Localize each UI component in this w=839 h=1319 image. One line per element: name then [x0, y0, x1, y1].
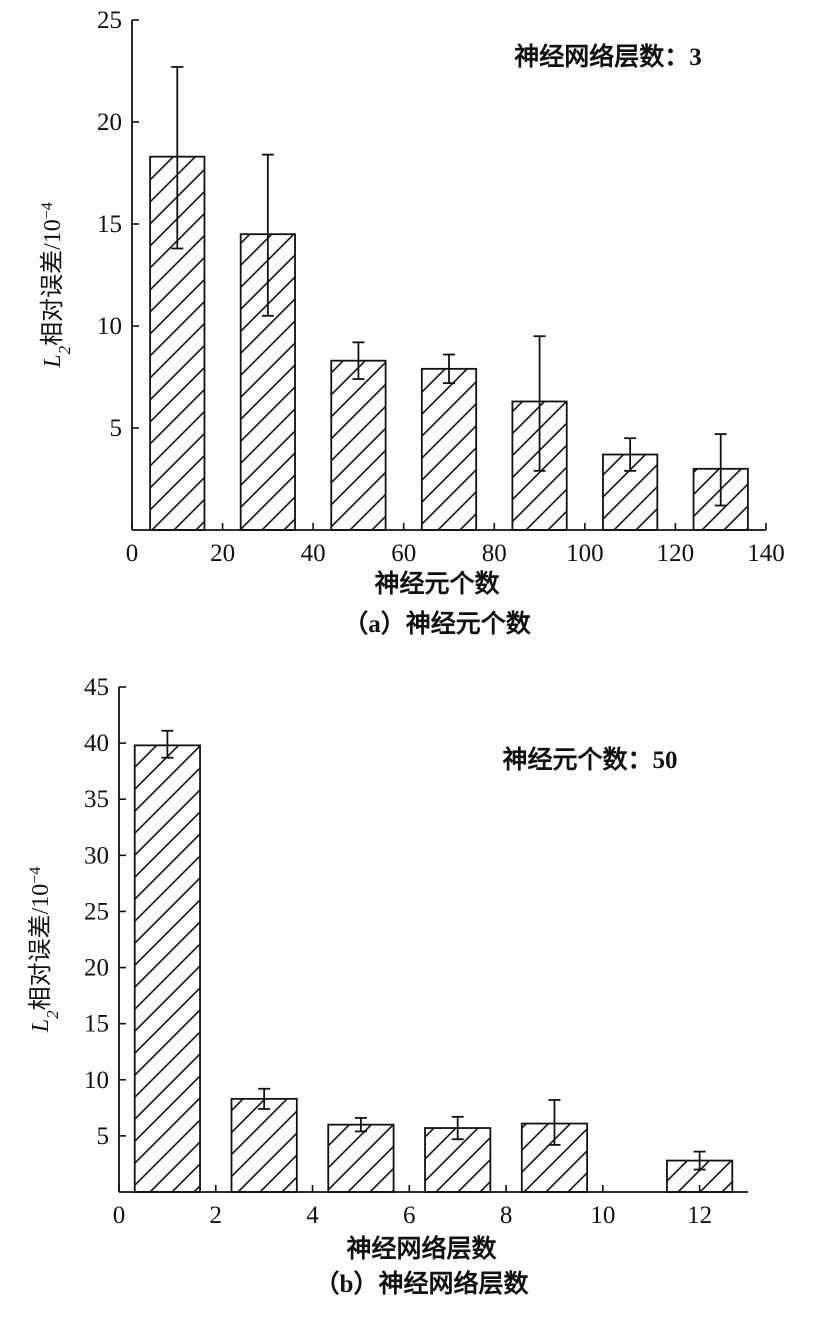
y-tick-label: 15 [84, 1011, 109, 1038]
y-tick-label: 10 [97, 313, 122, 340]
chart-annotation: 神经网络层数：3 [514, 42, 702, 71]
x-axis-label: 神经元个数 [374, 569, 500, 598]
y-tick-label: 45 [84, 674, 109, 701]
y-tick-label: 40 [84, 730, 109, 757]
x-tick-label: 4 [306, 1202, 319, 1229]
y-tick-label: 20 [97, 109, 122, 136]
y-tick-label: 30 [84, 842, 109, 869]
bar [230, 1097, 298, 1193]
x-axis-label: 神经网络层数 [346, 1234, 497, 1263]
chart-b: 5 10 15 20 25 30 35 40 45 0 2 4 6 8 10 12 神经元个数：50 神经网络层数… [27, 674, 748, 1298]
x-tick-label: 60 [391, 540, 416, 567]
figure-caption: （b）神经网络层数 [315, 1269, 530, 1298]
y-tick-label: 25 [84, 898, 109, 925]
chart-a: 5 10 15 20 25 0 20 40 60 80 100 120 140 神经网络层数：3 神经元个数… [39, 7, 785, 638]
y-tick-label: 35 [84, 786, 109, 813]
x-tick-label: 0 [126, 540, 139, 567]
y-tick-label: 25 [97, 7, 122, 34]
y-tick-label: 15 [97, 211, 122, 238]
x-tick-label: 0 [113, 1202, 126, 1229]
x-tick-label: 20 [210, 540, 235, 567]
x-tick-label: 10 [590, 1202, 615, 1229]
y-tick-label: 20 [84, 955, 109, 982]
x-tick-label: 8 [500, 1202, 513, 1229]
x-tick-label: 120 [657, 540, 695, 567]
bar [420, 367, 478, 531]
chart-annotation: 神经元个数：50 [502, 745, 677, 774]
x-tick-label: 40 [301, 540, 326, 567]
y-tick-label: 5 [110, 415, 123, 442]
x-tick-label: 12 [687, 1202, 712, 1229]
bar [133, 744, 201, 1193]
x-tick-label: 140 [747, 540, 785, 567]
y-axis-label: L2相对误差/10−4 [27, 867, 62, 1034]
x-tick-label: 2 [210, 1202, 223, 1229]
y-axis-label: L2相对误差/10−4 [39, 202, 74, 369]
y-tick-label: 5 [97, 1123, 110, 1150]
bar [327, 1123, 395, 1193]
bar [330, 359, 387, 531]
x-tick-label: 80 [482, 540, 507, 567]
x-tick-label: 100 [566, 540, 604, 567]
x-tick-label: 6 [403, 1202, 416, 1229]
y-tick-label: 10 [84, 1067, 109, 1094]
figure-caption: （a）神经元个数 [343, 609, 532, 638]
